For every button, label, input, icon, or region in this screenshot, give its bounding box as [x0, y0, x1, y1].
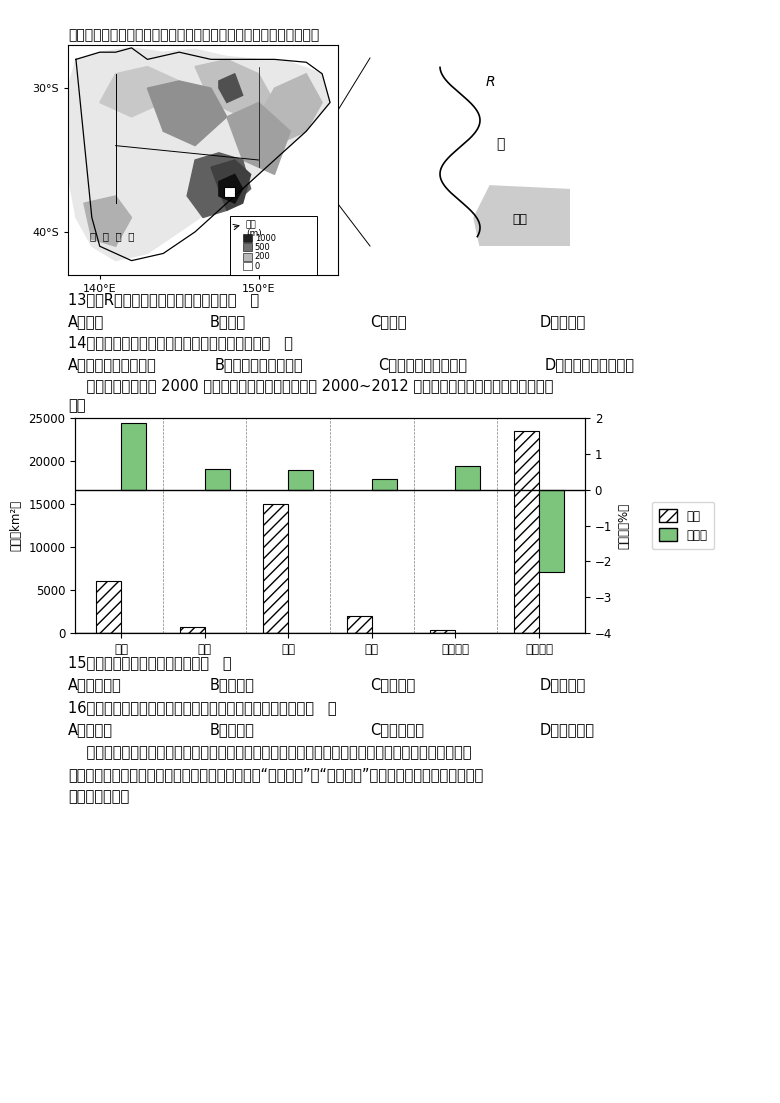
Polygon shape — [100, 66, 179, 117]
Text: 下图为我国某区域 2000 年主要土地利用类型的面积及 2000~2012 年的变化率示意图。据图完成下面小: 下图为我国某区域 2000 年主要土地利用类型的面积及 2000~2012 年的… — [68, 378, 553, 393]
Text: C．澳大利亚白昂变长: C．澳大利亚白昂变长 — [378, 357, 467, 372]
Polygon shape — [474, 185, 570, 246]
Text: C．甘肃省: C．甘肃省 — [370, 677, 415, 692]
Text: 200: 200 — [254, 253, 271, 261]
Text: 1000: 1000 — [254, 234, 275, 243]
Bar — [121, 424, 146, 490]
Text: 13．与R河终年清澈见底无关的因素是（   ）: 13．与R河终年清澈见底无关的因素是（ ） — [68, 292, 259, 307]
Polygon shape — [259, 74, 322, 146]
Text: D．河北省: D．河北省 — [540, 677, 587, 692]
Text: A．水温: A．水温 — [68, 314, 105, 329]
Bar — [456, 467, 480, 490]
Text: R: R — [486, 75, 495, 89]
Text: A．石漠化: A．石漠化 — [68, 722, 113, 737]
Bar — [288, 470, 314, 490]
Polygon shape — [227, 103, 290, 174]
Text: D．水土流失: D．水土流失 — [540, 722, 595, 737]
Polygon shape — [195, 60, 275, 117]
Bar — [204, 469, 229, 490]
Text: 长江经济带既是我国综合实力最强、战略支撑作用最大的区域之一，也是一条面向国内外开放合作的: 长江经济带既是我国综合实力最强、战略支撑作用最大的区域之一，也是一条面向国内外开… — [68, 745, 471, 760]
Text: 500: 500 — [254, 243, 271, 251]
Polygon shape — [187, 153, 250, 217]
Text: 完成下面小题。: 完成下面小题。 — [68, 789, 129, 804]
Bar — [243, 263, 252, 270]
Text: 15．该区域所在的省份最可能是（   ）: 15．该区域所在的省份最可能是（ ） — [68, 655, 232, 670]
Text: (m): (m) — [246, 228, 261, 238]
Bar — [224, 188, 235, 197]
Text: 海洋: 海洋 — [512, 214, 527, 226]
Text: B．云南省: B．云南省 — [210, 677, 255, 692]
Text: C．盐度: C．盐度 — [370, 314, 406, 329]
Text: 掩映在绿树红花中。图示意澳大利亚部分区域。读图完成下面小题。: 掩映在绿树红花中。图示意澳大利亚部分区域。读图完成下面小题。 — [68, 28, 319, 42]
Polygon shape — [84, 196, 132, 246]
Bar — [96, 581, 121, 633]
Text: 巴  斯  海  峡: 巴 斯 海 峡 — [90, 231, 135, 242]
Text: B．长江流域伏旱时期: B．长江流域伏旱时期 — [215, 357, 303, 372]
Text: 河流: 河流 — [246, 221, 257, 229]
Polygon shape — [147, 81, 227, 146]
Bar — [179, 627, 204, 633]
Polygon shape — [219, 174, 243, 203]
Bar — [514, 431, 539, 633]
Text: 题。: 题。 — [68, 398, 86, 413]
Text: D．巴西高原草木茂盛: D．巴西高原草木茂盛 — [545, 357, 635, 372]
Polygon shape — [211, 160, 250, 211]
Bar — [347, 615, 372, 633]
Text: 重要走廊。近年来，长江经济带东西部地区之间由“移民就业”向“移业就民”的新模式转换已见成效。据此: 重要走廊。近年来，长江经济带东西部地区之间由“移民就业”向“移业就民”的新模式转… — [68, 767, 484, 782]
Bar — [263, 504, 288, 633]
Text: B．流速: B．流速 — [210, 314, 246, 329]
Text: 0: 0 — [254, 261, 260, 270]
Y-axis label: 变化率（%）: 变化率（%） — [618, 503, 631, 548]
Bar — [372, 479, 397, 490]
Text: 16．区域土地利用类型面积变化可能造成的主要环境问题是（   ）: 16．区域土地利用类型面积变化可能造成的主要环境问题是（ ） — [68, 700, 337, 715]
Y-axis label: 面积（km²）: 面积（km²） — [9, 500, 23, 552]
Text: D．含沙量: D．含沙量 — [540, 314, 587, 329]
Text: C．黑土退化: C．黑土退化 — [370, 722, 424, 737]
Polygon shape — [68, 47, 330, 260]
Text: A．黑龙江省: A．黑龙江省 — [68, 677, 122, 692]
Bar — [431, 631, 456, 633]
Bar — [243, 244, 252, 251]
Text: A．我国华北小麦返青: A．我国华北小麦返青 — [68, 357, 157, 372]
Bar — [243, 234, 252, 242]
Text: 河: 河 — [496, 137, 505, 151]
Bar — [243, 253, 252, 260]
Polygon shape — [219, 74, 243, 103]
Bar — [230, 216, 317, 281]
Text: B．沙漠化: B．沙漠化 — [210, 722, 255, 737]
Legend: 面积, 变化率: 面积, 变化率 — [652, 502, 714, 549]
Text: 14．游泳爱好者横渡巴斯海峡最佳季节时，正値（   ）: 14．游泳爱好者横渡巴斯海峡最佳季节时，正値（ ） — [68, 335, 292, 350]
Bar — [539, 490, 564, 572]
